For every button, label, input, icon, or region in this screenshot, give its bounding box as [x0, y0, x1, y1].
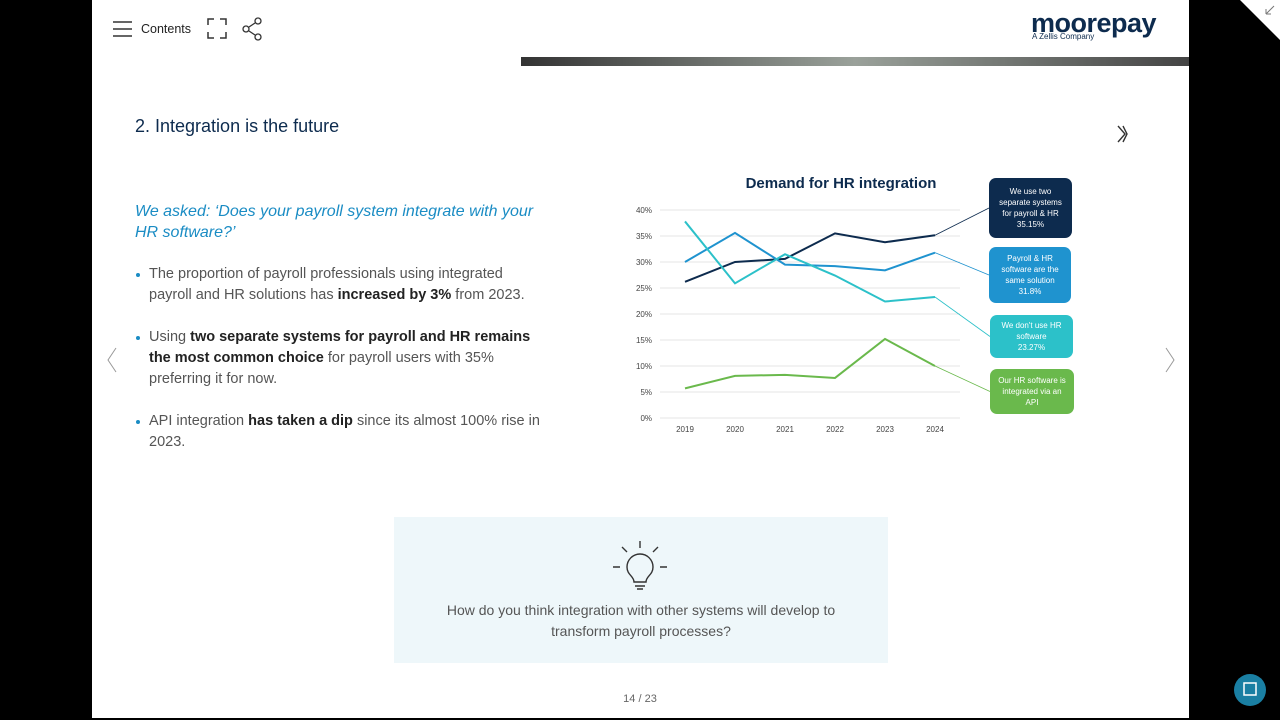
series-line: [684, 220, 936, 303]
y-tick-label: 10%: [636, 362, 652, 371]
legend-entry: We don't use HR software: [1001, 321, 1062, 341]
bullet: Using two separate systems for payroll a…: [136, 327, 549, 390]
prev-arrow[interactable]: [107, 347, 117, 373]
legend-entry: Payroll & HR software are the same solut…: [1001, 254, 1059, 285]
bullet-text: has taken a dip: [248, 413, 353, 429]
chat-icon: [1243, 682, 1257, 696]
x-tick-label: 2022: [826, 425, 844, 434]
callout-connector: [934, 252, 990, 276]
value-label: 23.27%: [1017, 343, 1046, 352]
callout: Our HR software is integrated via an API: [990, 369, 1074, 414]
x-tick-label: 2020: [726, 425, 744, 434]
y-tick-label: 0%: [640, 414, 652, 423]
bullet-text: Using: [149, 329, 191, 345]
callout: We don't use HR software 23.27%: [990, 315, 1073, 358]
prompt-box: [394, 517, 888, 663]
legend-entry: Our HR software is integrated via an API: [998, 376, 1066, 407]
bullet-text: two separate systems for payroll and HR …: [149, 329, 531, 366]
y-tick-label: 30%: [636, 258, 652, 267]
y-tick-label: 25%: [636, 284, 652, 293]
bullet-text: The proportion of payroll professionals …: [149, 266, 503, 303]
value-label: 31.8%: [1018, 287, 1042, 296]
logo: moorepay: [1031, 8, 1157, 38]
callout-connector: [934, 365, 991, 392]
header-image: [521, 57, 1189, 66]
bullet-text: increased by 3%: [337, 287, 452, 303]
x-tick-label: 2024: [926, 425, 944, 434]
bullet-text: API integration: [149, 413, 249, 429]
chat-button[interactable]: [1234, 674, 1266, 706]
menu-icon[interactable]: [113, 21, 132, 37]
lightbulb-icon: [613, 541, 667, 590]
y-tick-label: 15%: [636, 336, 652, 345]
bullet: API integration has taken a dip since it…: [136, 411, 549, 453]
callout: Payroll & HR software are the same solut…: [989, 247, 1071, 303]
bullet-text: from 2023.: [451, 287, 525, 303]
bullet-text: for payroll users with 35% preferring it…: [149, 350, 494, 387]
logo-tagline: A Zellis Company: [1032, 32, 1095, 41]
contents-label[interactable]: Contents: [141, 22, 192, 36]
series-line: [684, 337, 936, 390]
pager: 14 / 23: [623, 693, 657, 705]
y-tick-label: 5%: [640, 388, 652, 397]
bullet: The proportion of payroll professionals …: [136, 264, 549, 306]
legend-entry: We use two separate systems for payroll …: [999, 187, 1062, 218]
heading: 2. Integration is the future: [135, 116, 340, 136]
share-icon[interactable]: [242, 17, 262, 41]
x-tick-label: 2021: [776, 425, 794, 434]
value-label: 35.15%: [1016, 220, 1045, 229]
y-tick-label: 40%: [636, 206, 652, 215]
x-tick-label: 2019: [676, 425, 694, 434]
prompt: How do you think integration with other …: [446, 602, 836, 639]
callout: We use two separate systems for payroll …: [989, 178, 1072, 238]
question: We asked: ‘Does your payroll system inte…: [135, 203, 534, 241]
fullscreen-icon[interactable]: [207, 18, 227, 39]
next-arrow[interactable]: [1165, 347, 1175, 373]
bullet-text: since its almost 100% rise in 2023.: [149, 413, 540, 450]
y-tick-label: 35%: [636, 232, 652, 241]
x-tick-label: 2023: [876, 425, 894, 434]
callout-connector: [934, 296, 991, 337]
exit-icon[interactable]: [1265, 5, 1275, 15]
y-tick-label: 20%: [636, 310, 652, 319]
chart-title: Demand for HR integration: [746, 175, 937, 192]
next-slide-icon[interactable]: [1117, 125, 1128, 143]
callout-connector: [934, 207, 990, 236]
series-line: [684, 232, 936, 283]
